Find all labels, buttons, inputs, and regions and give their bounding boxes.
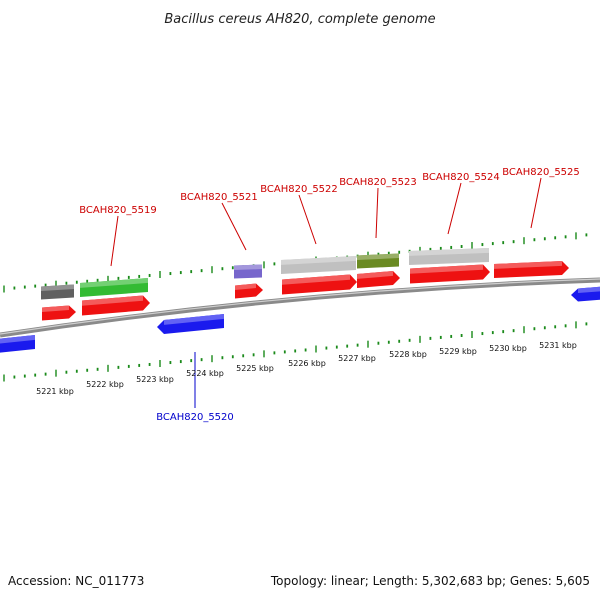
genome-backbone-highlight (0, 278, 600, 335)
cds-forward (282, 274, 357, 295)
genome-summary-text: Topology: linear; Length: 5,302,683 bp; … (270, 574, 590, 588)
leader-line (530, 177, 542, 229)
gene-label[interactable]: BCAH820_5521 (180, 192, 258, 203)
gene-label[interactable]: BCAH820_5522 (260, 184, 338, 195)
scale-label: 5223 kbp (136, 375, 174, 384)
scale-label: 5226 kbp (288, 359, 326, 368)
cds-forward (42, 305, 76, 321)
accession-text: Accession: NC_011773 (8, 574, 144, 588)
feature-gray (409, 248, 489, 265)
feature-green (80, 278, 148, 297)
scale-label: 5221 kbp (36, 387, 74, 396)
cds-forward (410, 264, 490, 284)
leader-line (375, 187, 379, 239)
cds-reverse (571, 286, 600, 302)
feature-olive (357, 253, 399, 269)
feature-gray (281, 256, 356, 274)
gene-label[interactable]: BCAH820_5524 (422, 172, 500, 183)
cds-forward (357, 271, 400, 288)
leader-line (447, 182, 462, 235)
scale-label: 5227 kbp (338, 354, 376, 363)
gene-label[interactable]: BCAH820_5523 (339, 177, 417, 188)
cds-reverse (0, 335, 35, 353)
gene-label[interactable]: BCAH820_5525 (502, 167, 580, 178)
feature-darkgray (41, 284, 74, 300)
scale-label: 5229 kbp (439, 347, 477, 356)
bottom-tick-track (3, 321, 588, 382)
feature-purple (234, 264, 262, 279)
genome-backbone (0, 277, 600, 338)
cds-forward (494, 261, 569, 278)
scale-label: 5224 kbp (186, 369, 224, 378)
feature-track (0, 248, 600, 353)
leader-line (110, 215, 119, 267)
leader-line (221, 202, 247, 251)
scale-labels: 5221 kbp 5222 kbp 5223 kbp 5224 kbp 5225 kbp… (36, 341, 577, 396)
gene-labels: BCAH820_5519BCAH820_5520BCAH820_5521BCAH… (79, 167, 580, 423)
cds-reverse (157, 314, 224, 334)
scale-label: 5225 kbp (236, 364, 274, 373)
scale-label: 5231 kbp (539, 341, 577, 350)
label-leaders (110, 177, 542, 408)
scale-label: 5222 kbp (86, 380, 124, 389)
map-title: Bacillus cereus AH820, complete genome (164, 12, 435, 27)
cds-forward (82, 295, 150, 316)
scale-label: 5230 kbp (489, 344, 527, 353)
gene-label[interactable]: BCAH820_5519 (79, 205, 157, 216)
cds-forward (235, 283, 263, 299)
gene-label[interactable]: BCAH820_5520 (156, 412, 234, 423)
scale-label: 5228 kbp (389, 350, 427, 359)
leader-line (298, 194, 317, 245)
